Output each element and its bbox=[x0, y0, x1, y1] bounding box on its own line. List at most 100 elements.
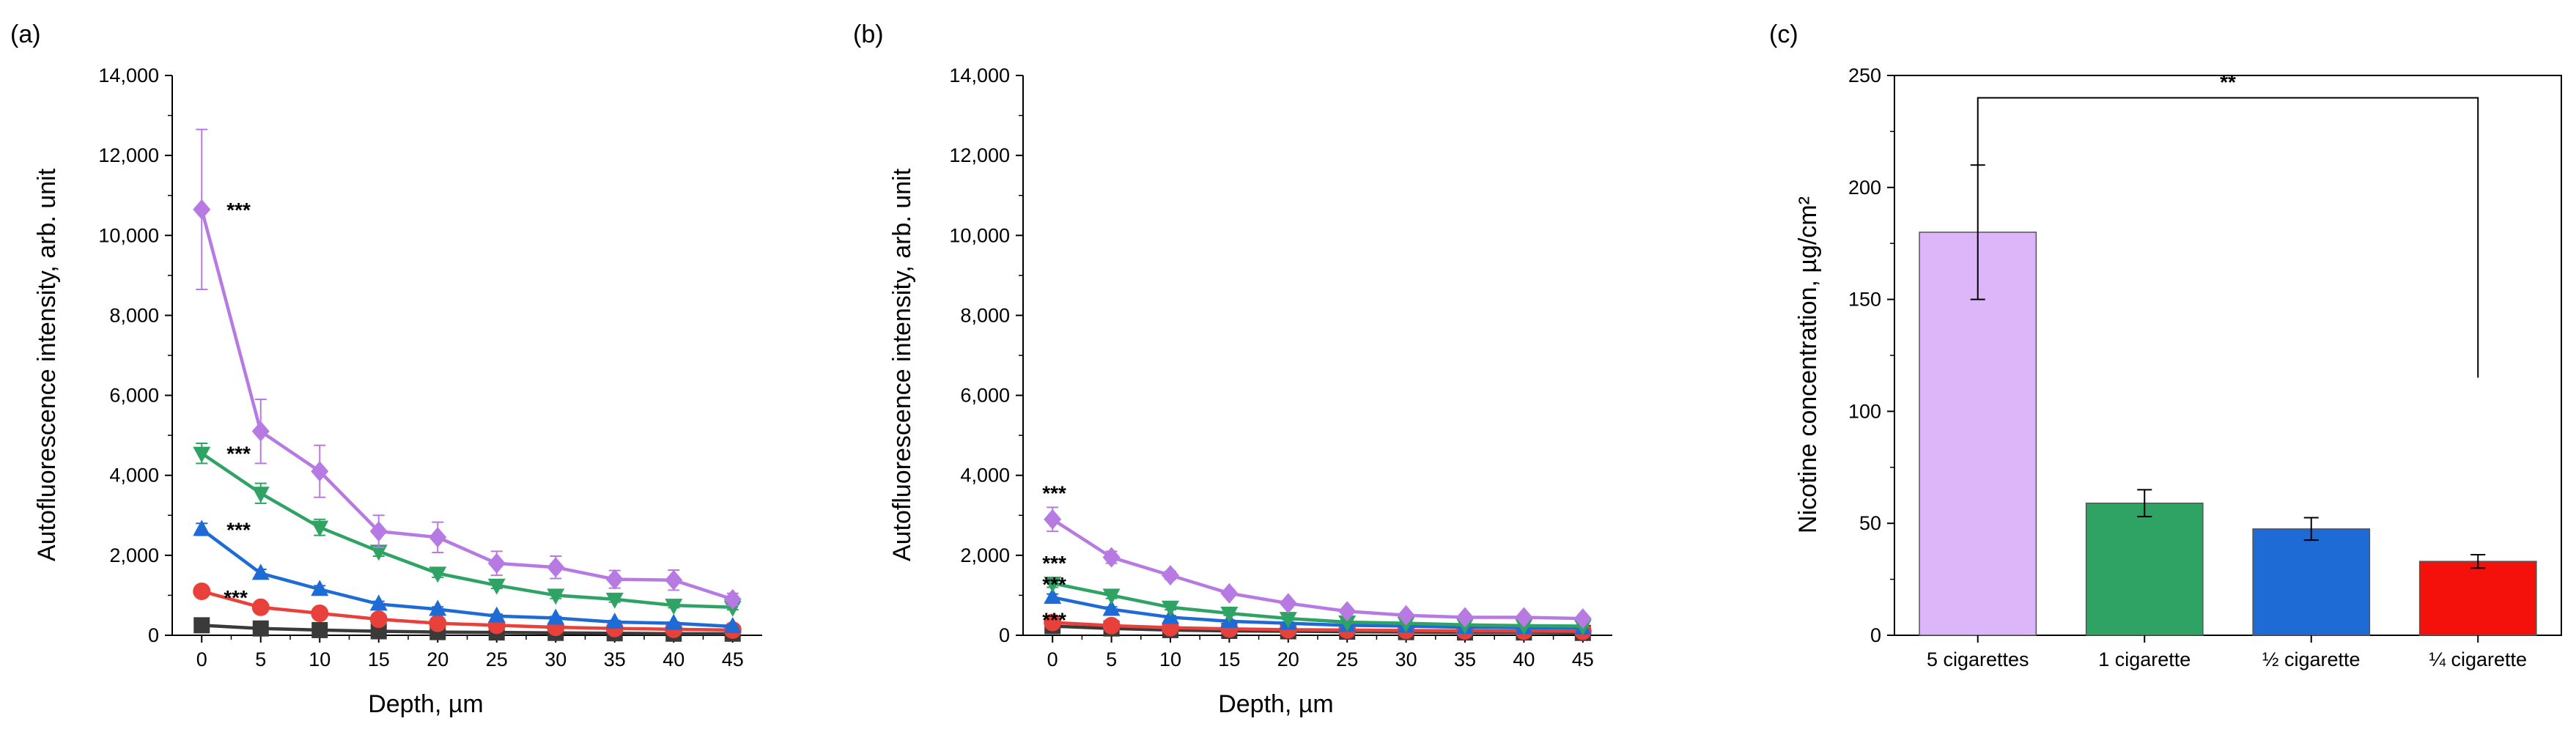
panel-a-data-point bbox=[193, 199, 211, 220]
panel-a-x-tick-label: 45 bbox=[722, 648, 744, 670]
panel-a-data-point bbox=[547, 557, 565, 578]
panel-b-y-axis-label: Autofluorescence intensity, arb. unit bbox=[888, 168, 916, 561]
panel-b-series-line bbox=[1052, 621, 1583, 633]
panel-a-y-tick-label: 4,000 bbox=[109, 465, 159, 487]
panel-b-x-tick-label: 5 bbox=[1106, 648, 1117, 670]
panel-a-x-tick-label: 10 bbox=[309, 648, 331, 670]
panel-a-y-tick-label: 0 bbox=[148, 624, 159, 646]
panel-b-y-tick-label: 14,000 bbox=[949, 64, 1010, 86]
panel-b-data-point bbox=[1044, 577, 1062, 594]
panel-a-data-point bbox=[547, 608, 565, 625]
panel-a-y-axis-label: Autofluorescence intensity, arb. unit bbox=[33, 168, 61, 561]
panel-a-data-point bbox=[193, 446, 211, 463]
panel-a-data-point bbox=[429, 566, 447, 583]
panel-b-data-point bbox=[1220, 583, 1239, 604]
panel-a-data-point bbox=[251, 563, 270, 580]
panel-b-data-point bbox=[1162, 565, 1179, 586]
panel-a-data-point bbox=[369, 544, 388, 561]
panel-c-category-label: 5 cigarettes bbox=[1927, 648, 2029, 670]
panel-a-data-point bbox=[429, 599, 447, 616]
panel-c-y-tick-label: 0 bbox=[1870, 624, 1881, 646]
panel-c-bar-chart: (c) Nicotine concentration, µg/cm² 0 50 10… bbox=[1769, 21, 2562, 670]
panel-c-y-tick-label: 250 bbox=[1848, 64, 1881, 86]
panel-a-data-point bbox=[723, 616, 742, 633]
panel-a-data-point bbox=[547, 588, 565, 605]
panel-a-data-point bbox=[252, 620, 269, 637]
panel-b-data-point bbox=[1102, 616, 1121, 635]
panel-a-data-point bbox=[605, 569, 624, 590]
panel-a-label: (a) bbox=[10, 21, 41, 48]
panel-b-y-tick-label: 0 bbox=[999, 624, 1010, 646]
panel-a-data-point bbox=[605, 592, 624, 609]
panel-b-y-tick-label: 8,000 bbox=[960, 304, 1010, 326]
panel-a-data-point bbox=[665, 599, 683, 615]
panel-b-y-tick-label: 2,000 bbox=[960, 544, 1010, 566]
panel-b-data-point bbox=[1102, 588, 1121, 605]
panel-a-y-tick-label: 6,000 bbox=[109, 385, 159, 407]
panel-a-data-point bbox=[487, 578, 506, 595]
panel-a-data-point bbox=[429, 614, 447, 632]
panel-a-data-point bbox=[311, 580, 329, 596]
panel-c-bar bbox=[2085, 502, 2204, 636]
panel-b-data-point bbox=[1102, 599, 1121, 616]
panel-a-data-point bbox=[311, 520, 329, 537]
panel-a-y-tick-label: 8,000 bbox=[109, 304, 159, 326]
panel-b-y-tick-label: 6,000 bbox=[960, 385, 1010, 407]
panel-a-x-tick-label: 25 bbox=[486, 648, 508, 670]
panel-b-data-point bbox=[1338, 615, 1357, 632]
panel-a-series-line bbox=[200, 209, 734, 602]
panel-a-data-point bbox=[369, 594, 388, 611]
panel-a-significance-mark: *** bbox=[226, 518, 251, 541]
panel-c-significance-mark: ** bbox=[2220, 71, 2236, 94]
panel-b-line-chart: (b) Autofluorescence intensity, arb. uni… bbox=[853, 21, 1612, 718]
panel-a-series-1 bbox=[193, 443, 742, 617]
panel-a-x-axis-label: Depth, µm bbox=[368, 690, 484, 718]
panel-a-data-point bbox=[429, 527, 447, 548]
panel-a-significance-mark: *** bbox=[226, 443, 251, 465]
panel-a-x-tick-label: 30 bbox=[545, 648, 567, 670]
panel-a-significance-mark: *** bbox=[224, 586, 248, 609]
panel-a-data-point bbox=[251, 487, 270, 503]
panel-b-x-tick-label: 30 bbox=[1395, 648, 1417, 670]
panel-c-category-label: ¼ cigarette bbox=[2429, 648, 2527, 670]
panel-a-series-line bbox=[202, 624, 733, 636]
panel-a-y-tick-label: 2,000 bbox=[109, 544, 159, 566]
panel-a-data-point bbox=[193, 520, 211, 536]
panel-a-y-tick-label: 10,000 bbox=[98, 224, 159, 246]
panel-a-data-point bbox=[193, 582, 211, 600]
panel-b-significance-mark: *** bbox=[1042, 609, 1066, 632]
panel-b-significance-mark: *** bbox=[1042, 552, 1066, 574]
panel-a-data-point bbox=[487, 606, 506, 623]
panel-b-data-point bbox=[1162, 600, 1179, 617]
panel-a-data-point bbox=[723, 588, 742, 610]
panel-a-series-0 bbox=[193, 128, 742, 610]
panel-b-data-point bbox=[1044, 588, 1062, 605]
panel-c-category-label: ½ cigarette bbox=[2262, 648, 2361, 670]
panel-a-x-tick-label: 5 bbox=[255, 648, 266, 670]
panel-c-bar bbox=[2418, 561, 2537, 636]
panel-b-data-point bbox=[1515, 607, 1533, 628]
panel-a-data-point bbox=[369, 521, 388, 542]
panel-b-x-tick-label: 25 bbox=[1336, 648, 1358, 670]
panel-a-x-tick-label: 20 bbox=[427, 648, 449, 670]
panel-b-x-tick-label: 45 bbox=[1572, 648, 1594, 670]
panel-a-data-point bbox=[487, 552, 506, 574]
panel-b-y-tick-label: 12,000 bbox=[949, 144, 1010, 166]
panel-a-series-line bbox=[200, 528, 733, 629]
panel-a-x-tick-label: 0 bbox=[196, 648, 207, 670]
panel-a-x-tick-label: 15 bbox=[368, 648, 390, 670]
panel-b-x-axis-label: Depth, µm bbox=[1218, 690, 1334, 718]
panel-a-series-line bbox=[200, 451, 733, 610]
panel-a-data-point bbox=[311, 604, 329, 622]
panel-a-significance-mark: *** bbox=[226, 199, 251, 221]
panel-a-series-line bbox=[201, 589, 733, 632]
panel-a-data-point bbox=[665, 569, 683, 591]
panel-b-x-tick-label: 15 bbox=[1218, 648, 1240, 670]
panel-b-x-tick-label: 35 bbox=[1454, 648, 1476, 670]
panel-a-data-point bbox=[251, 421, 270, 442]
panel-b-significance-mark: *** bbox=[1042, 482, 1066, 505]
panel-a-x-tick-label: 40 bbox=[663, 648, 684, 670]
panel-b-x-tick-label: 20 bbox=[1277, 648, 1299, 670]
panel-c-y-axis-label: Nicotine concentration, µg/cm² bbox=[1794, 196, 1822, 533]
panel-b-x-tick-label: 40 bbox=[1513, 648, 1535, 670]
